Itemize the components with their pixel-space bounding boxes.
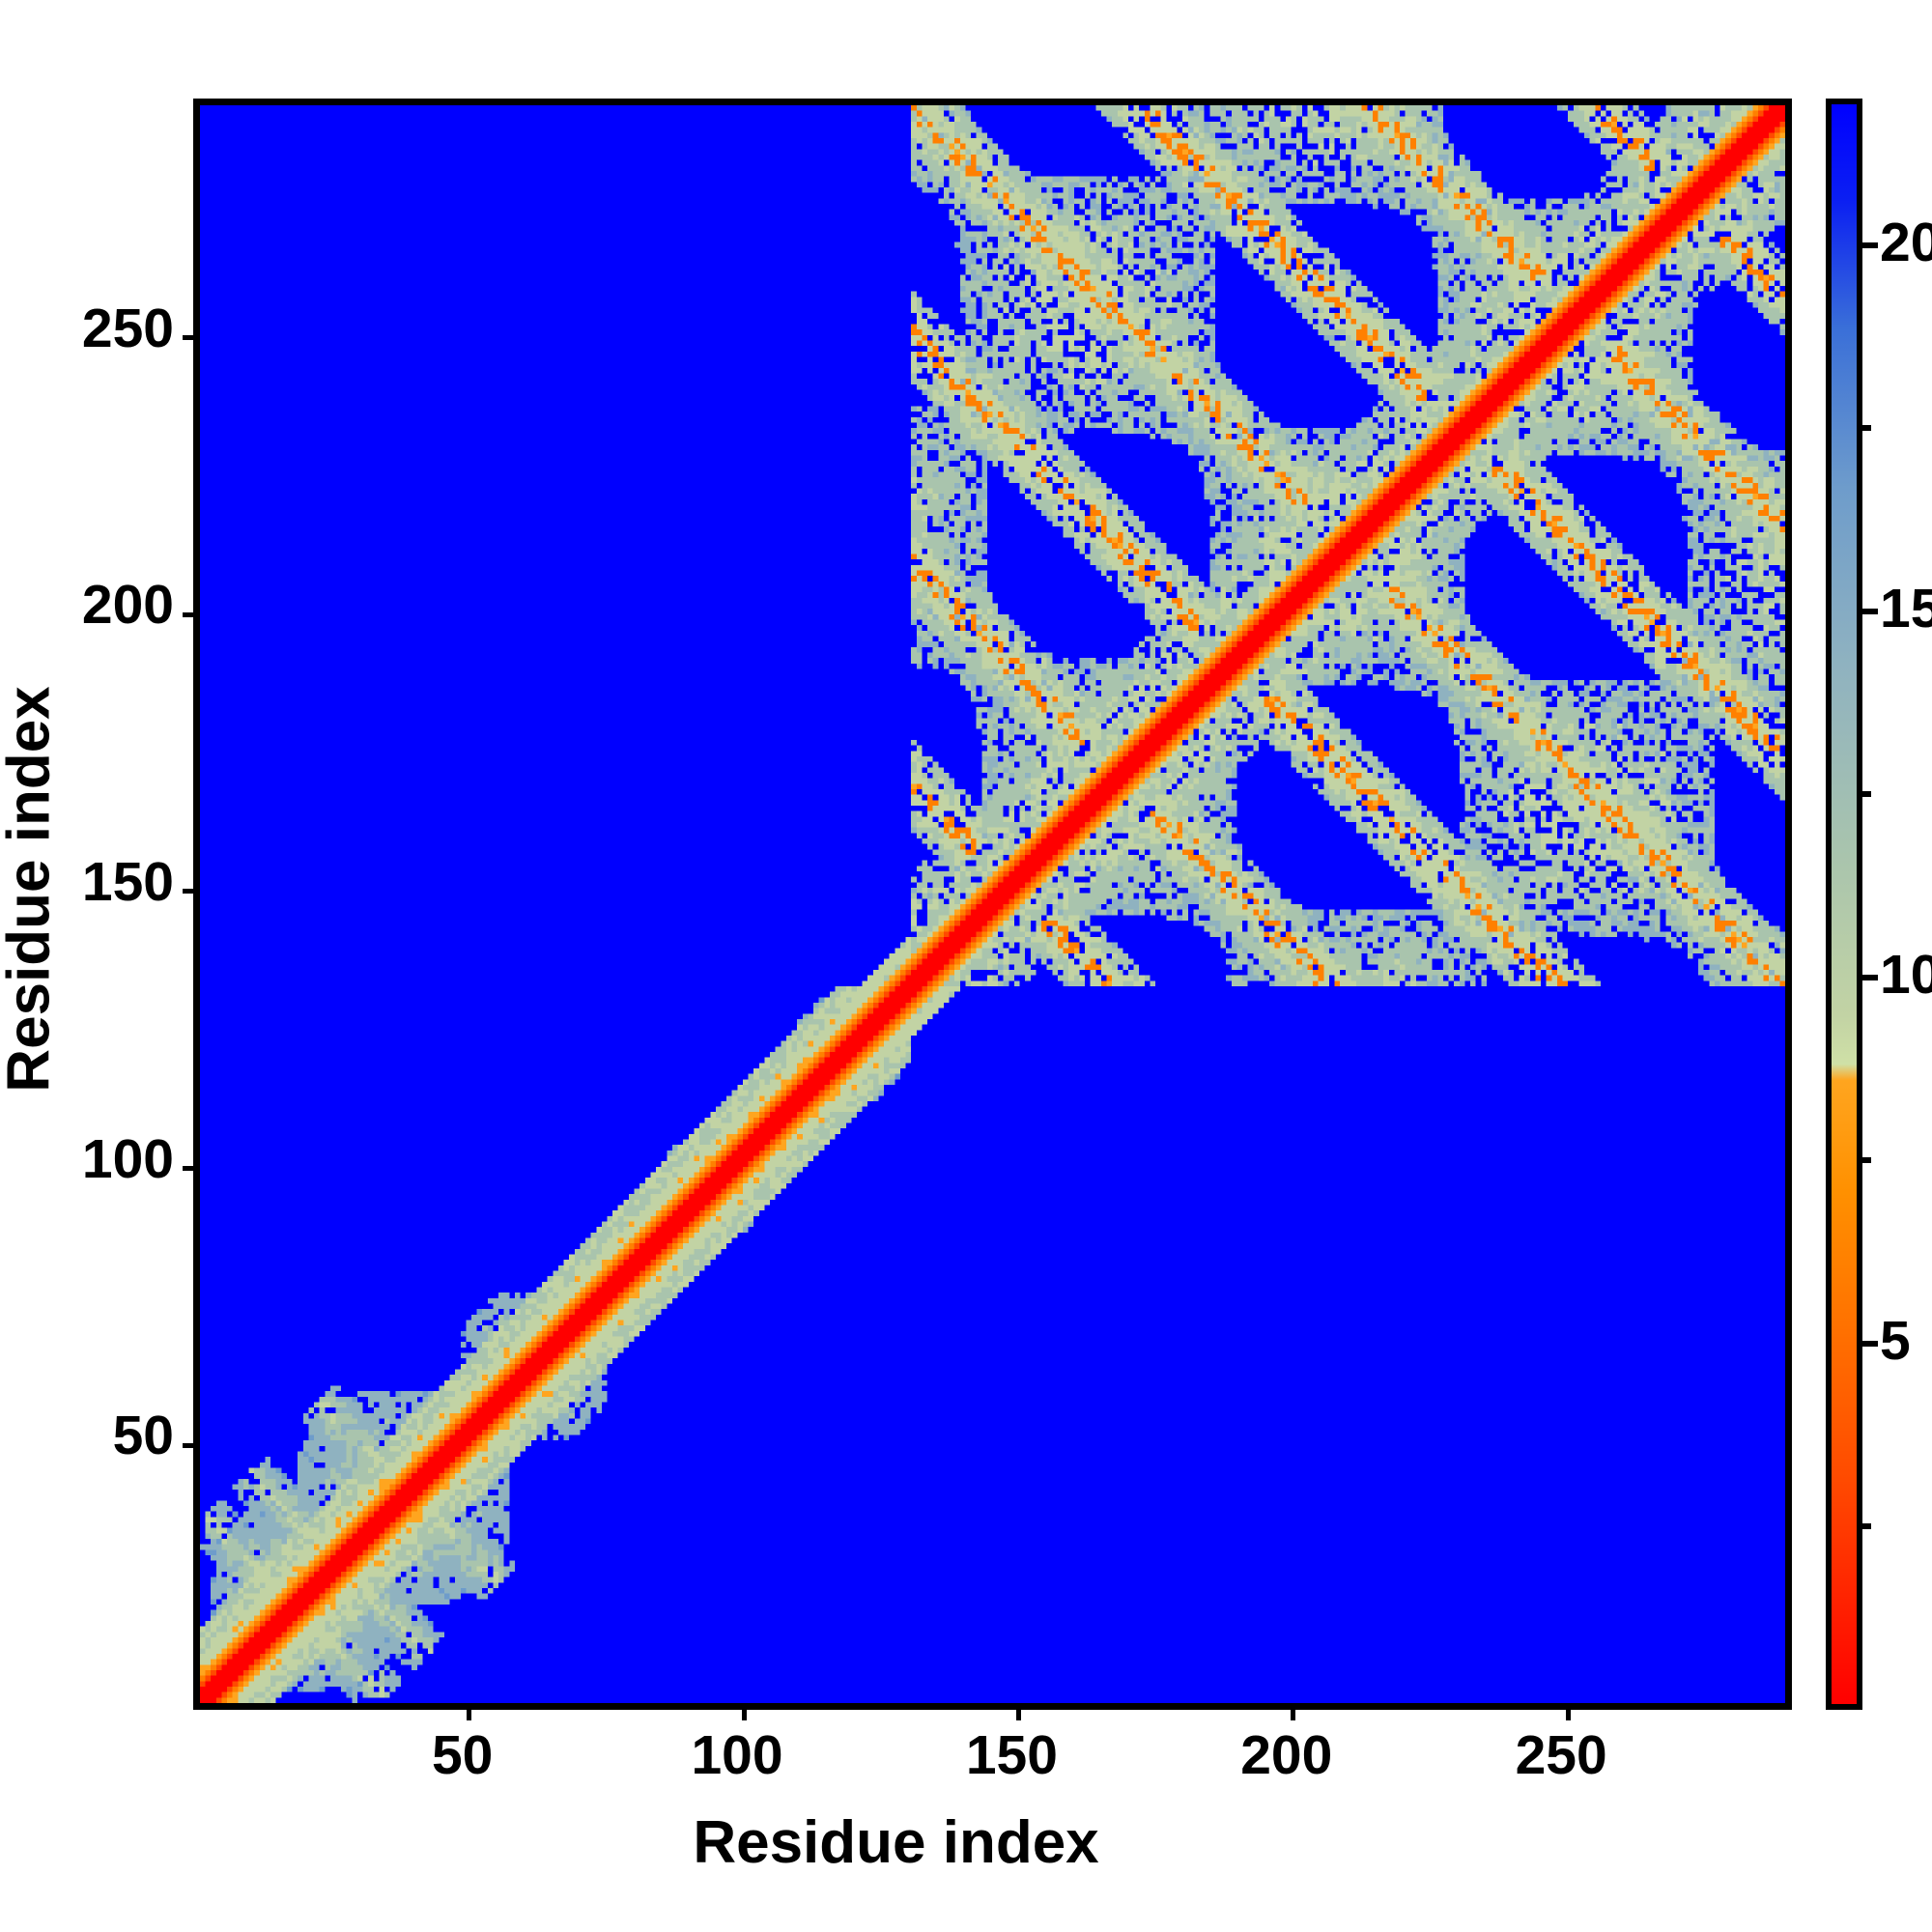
y-tick-200 bbox=[183, 611, 200, 617]
y-tick-150 bbox=[183, 889, 200, 895]
y-tick-250 bbox=[183, 335, 200, 341]
x-tick-250 bbox=[1565, 1703, 1571, 1720]
x-tick-150 bbox=[1015, 1703, 1021, 1720]
x-tick-100 bbox=[741, 1703, 747, 1720]
colorbar-tick-5 bbox=[1862, 1340, 1878, 1347]
colorbar-label-5: 5 bbox=[1880, 1309, 1911, 1372]
contact-map-plot[interactable] bbox=[183, 99, 1792, 1720]
colorbar-minor-tick bbox=[1862, 1157, 1871, 1164]
y-axis-title: Residue index bbox=[0, 686, 63, 1093]
colorbar-label-15: 15 bbox=[1880, 577, 1932, 639]
colorbar-label-10: 10 bbox=[1880, 943, 1932, 1006]
x-tick-label-50: 50 bbox=[431, 1724, 494, 1786]
colorbar[interactable] bbox=[1826, 99, 1862, 1710]
x-tick-label-100: 100 bbox=[691, 1724, 783, 1786]
colorbar-tick-10 bbox=[1862, 974, 1878, 980]
colorbar-gradient bbox=[1832, 104, 1857, 1704]
y-tick-label-200: 200 bbox=[81, 574, 174, 637]
x-axis-title: Residue index bbox=[693, 1809, 1099, 1876]
x-tick-200 bbox=[1291, 1703, 1296, 1720]
colorbar-minor-tick bbox=[1862, 1523, 1871, 1530]
y-tick-label-250: 250 bbox=[81, 297, 174, 359]
heatmap-canvas bbox=[200, 105, 1785, 1703]
x-tick-50 bbox=[467, 1703, 472, 1720]
y-tick-100 bbox=[183, 1166, 200, 1172]
colorbar-tick-20 bbox=[1862, 242, 1878, 248]
colorbar-label-20: 20 bbox=[1880, 211, 1932, 273]
y-tick-label-50: 50 bbox=[112, 1405, 174, 1467]
x-tick-label-150: 150 bbox=[965, 1724, 1058, 1786]
colorbar-tick-15 bbox=[1862, 608, 1878, 614]
y-tick-50 bbox=[183, 1442, 200, 1448]
y-tick-label-150: 150 bbox=[81, 850, 174, 913]
x-tick-label-200: 200 bbox=[1240, 1724, 1333, 1786]
colorbar-minor-tick bbox=[1862, 791, 1871, 798]
colorbar-minor-tick bbox=[1862, 425, 1871, 432]
y-tick-label-100: 100 bbox=[81, 1127, 174, 1190]
x-tick-label-250: 250 bbox=[1515, 1724, 1607, 1786]
